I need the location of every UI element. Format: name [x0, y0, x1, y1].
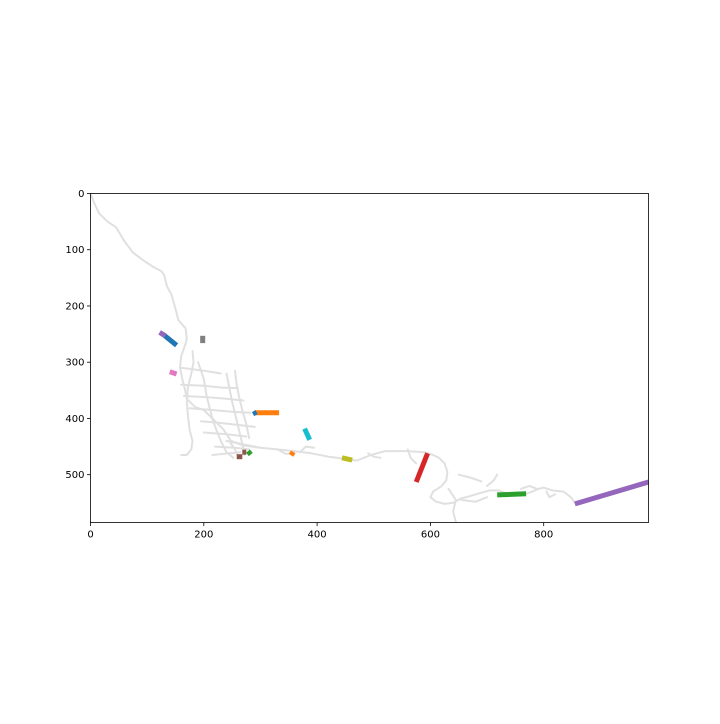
- network-path-19: [457, 473, 483, 483]
- network-path-24: [520, 484, 539, 491]
- x-tick-label: 800: [534, 530, 553, 541]
- series-segment-7: [246, 449, 253, 457]
- x-tick-label: 600: [421, 530, 440, 541]
- y-tick-label: 400: [65, 414, 84, 425]
- network-path-8: [183, 395, 245, 402]
- network-path-0: [90, 193, 211, 417]
- y-axis: 0 100 200 300 400 500: [65, 189, 91, 481]
- network-path-4: [197, 361, 235, 459]
- network-path-22: [406, 448, 418, 465]
- network-path-7: [180, 383, 239, 390]
- x-tick-label: 400: [308, 530, 327, 541]
- series-segment-1: [158, 330, 167, 338]
- network-path-25: [180, 366, 222, 375]
- series-segment-12: [413, 452, 430, 483]
- network-path-21: [460, 496, 488, 503]
- network-path-11: [202, 431, 248, 438]
- series-segment-6: [302, 427, 312, 441]
- network-layer: [90, 193, 582, 523]
- y-tick-label: 200: [65, 301, 84, 312]
- series-segment-10: [288, 450, 296, 457]
- network-path-9: [188, 407, 252, 414]
- network-path-18: [447, 487, 457, 523]
- series-segment-11: [341, 455, 353, 463]
- x-tick-label: 0: [87, 530, 93, 541]
- network-path-17: [367, 452, 382, 459]
- network-path-23: [545, 490, 556, 499]
- network-path-14: [225, 440, 262, 449]
- series-segment-0: [162, 333, 179, 348]
- series-segment-13: [497, 491, 527, 498]
- network-path-10: [200, 420, 256, 428]
- plot-frame: [90, 193, 649, 523]
- series-segment-3: [169, 369, 178, 377]
- y-tick-label: 100: [65, 245, 84, 256]
- x-axis: 0 200 400 600 800: [87, 522, 553, 541]
- series-segment-5: [251, 410, 258, 417]
- x-tick-label: 200: [194, 530, 213, 541]
- network-path-20: [486, 473, 499, 487]
- series-layer: [158, 330, 649, 507]
- y-tick-label: 0: [78, 189, 84, 200]
- y-tick-label: 300: [65, 358, 84, 369]
- series-segment-14: [574, 479, 649, 507]
- y-tick-label: 500: [65, 470, 84, 481]
- network-path-16: [299, 445, 316, 454]
